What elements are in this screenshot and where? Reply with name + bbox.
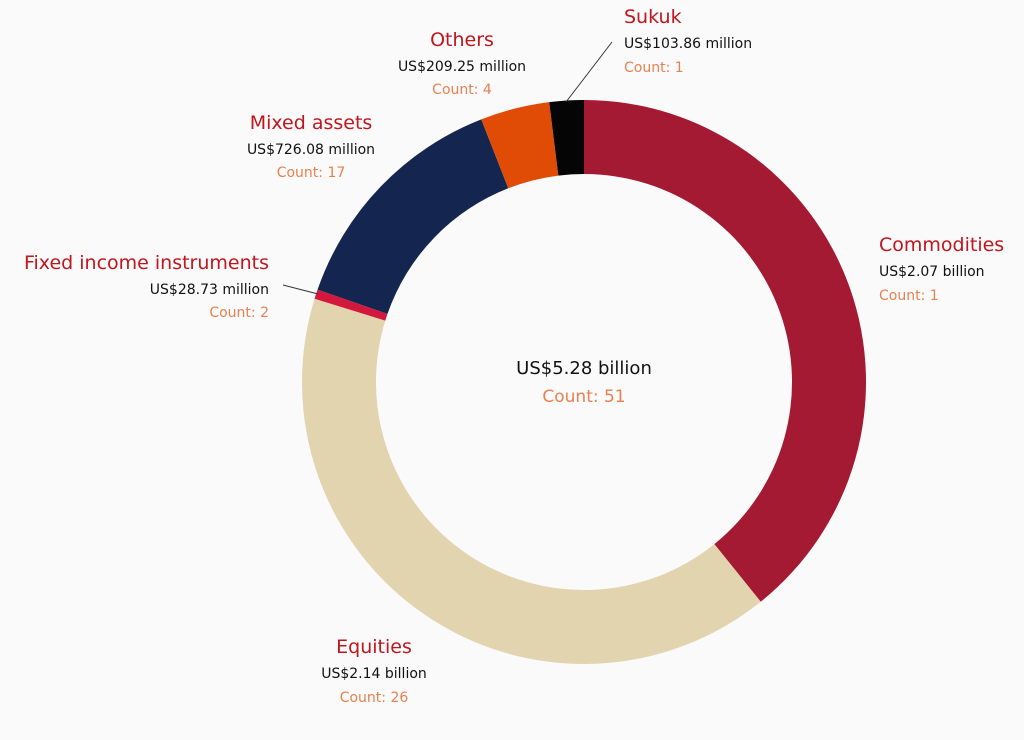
mixed-assets-label: Mixed assets — [249, 112, 373, 134]
sukuk-value: US$103.86 million — [624, 36, 753, 52]
slice-mixed-assets — [317, 119, 509, 314]
others-value: US$209.25 million — [397, 59, 527, 75]
center-total-value: US$5.28 billion — [516, 358, 652, 379]
fixed-income-label: Fixed income instruments — [23, 252, 269, 274]
slice-equities — [302, 298, 761, 664]
slice-others — [481, 102, 559, 189]
sukuk-label: Sukuk — [624, 6, 682, 28]
slice-sukuk — [549, 100, 584, 176]
commodities-count: Count: 1 — [879, 288, 939, 304]
center-total-count: Count: 51 — [542, 387, 626, 407]
others-label: Others — [430, 29, 494, 51]
fixed-income-leader-line — [282, 284, 319, 295]
sukuk-leader-line — [565, 41, 613, 103]
mixed-assets-count: Count: 17 — [276, 165, 346, 181]
equities-value: US$2.14 billion — [321, 666, 427, 682]
others-count: Count: 4 — [432, 82, 492, 98]
equities-label: Equities — [336, 636, 412, 658]
leader-lines — [282, 41, 613, 295]
fixed-income-value: US$28.73 million — [149, 282, 269, 298]
equities-count: Count: 26 — [339, 690, 409, 706]
slice-commodities — [584, 100, 866, 602]
commodities-label: Commodities — [879, 234, 1005, 256]
fixed-income-count: Count: 2 — [209, 305, 269, 321]
slice-fixed-income-instruments — [314, 289, 388, 321]
mixed-assets-value: US$726.08 million — [246, 142, 376, 158]
slices-group — [302, 100, 866, 664]
sukuk-count: Count: 1 — [624, 60, 684, 76]
commodities-value: US$2.07 billion — [879, 264, 985, 280]
